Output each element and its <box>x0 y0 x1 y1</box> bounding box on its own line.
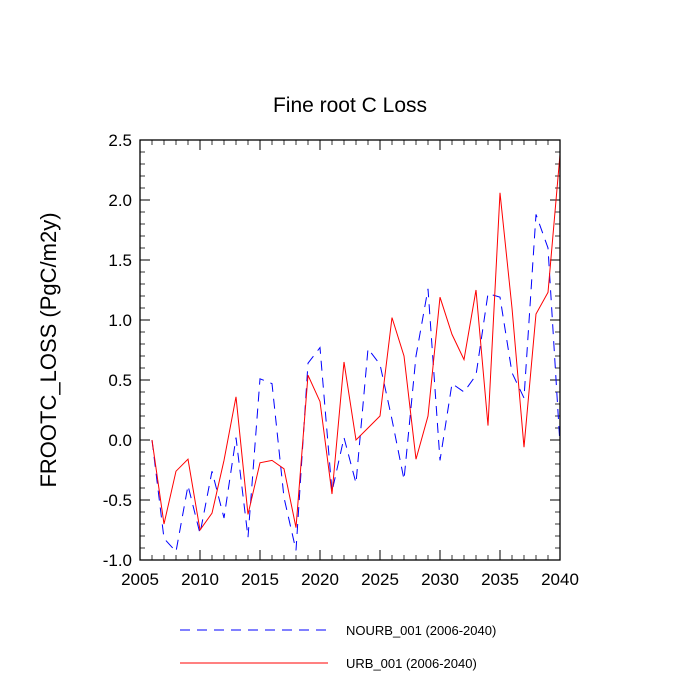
chart-title: Fine root C Loss <box>273 94 427 117</box>
x-tick-label: 2030 <box>421 570 459 589</box>
legend-label-urb: URB_001 (2006-2040) <box>346 656 477 671</box>
x-tick-label: 2025 <box>361 570 399 589</box>
series-line-nourb <box>151 214 561 553</box>
series-line-urb <box>151 154 561 532</box>
legend-label-nourb: NOURB_001 (2006-2040) <box>346 623 496 638</box>
y-axis-label: FROOTC_LOSS (PgC/m2y) <box>36 212 61 487</box>
x-tick-label: 2015 <box>241 570 279 589</box>
axis-ticks: 2005 2010 2015 2020 2025 2030 2035 2040 -1.0 -0.5… <box>103 131 579 589</box>
x-tick-label: 2040 <box>541 570 579 589</box>
y-tick-label: 1.5 <box>108 251 132 270</box>
legend: NOURB_001 (2006-2040) URB_001 (2006-2040) <box>180 623 496 671</box>
y-tick-label: -1.0 <box>103 551 132 570</box>
x-tick-label: 2020 <box>301 570 339 589</box>
y-tick-label: 2.0 <box>108 191 132 210</box>
x-tick-label: 2035 <box>481 570 519 589</box>
plot-lines <box>151 154 561 553</box>
y-tick-label: 1.0 <box>108 311 132 330</box>
y-tick-label: 2.5 <box>108 131 132 150</box>
y-tick-label: 0.5 <box>108 371 132 390</box>
x-tick-label: 2010 <box>181 570 219 589</box>
x-tick-label: 2005 <box>121 570 159 589</box>
plot-frame <box>139 139 561 561</box>
y-tick-label: -0.5 <box>103 491 132 510</box>
y-tick-label: 0.0 <box>108 431 132 450</box>
